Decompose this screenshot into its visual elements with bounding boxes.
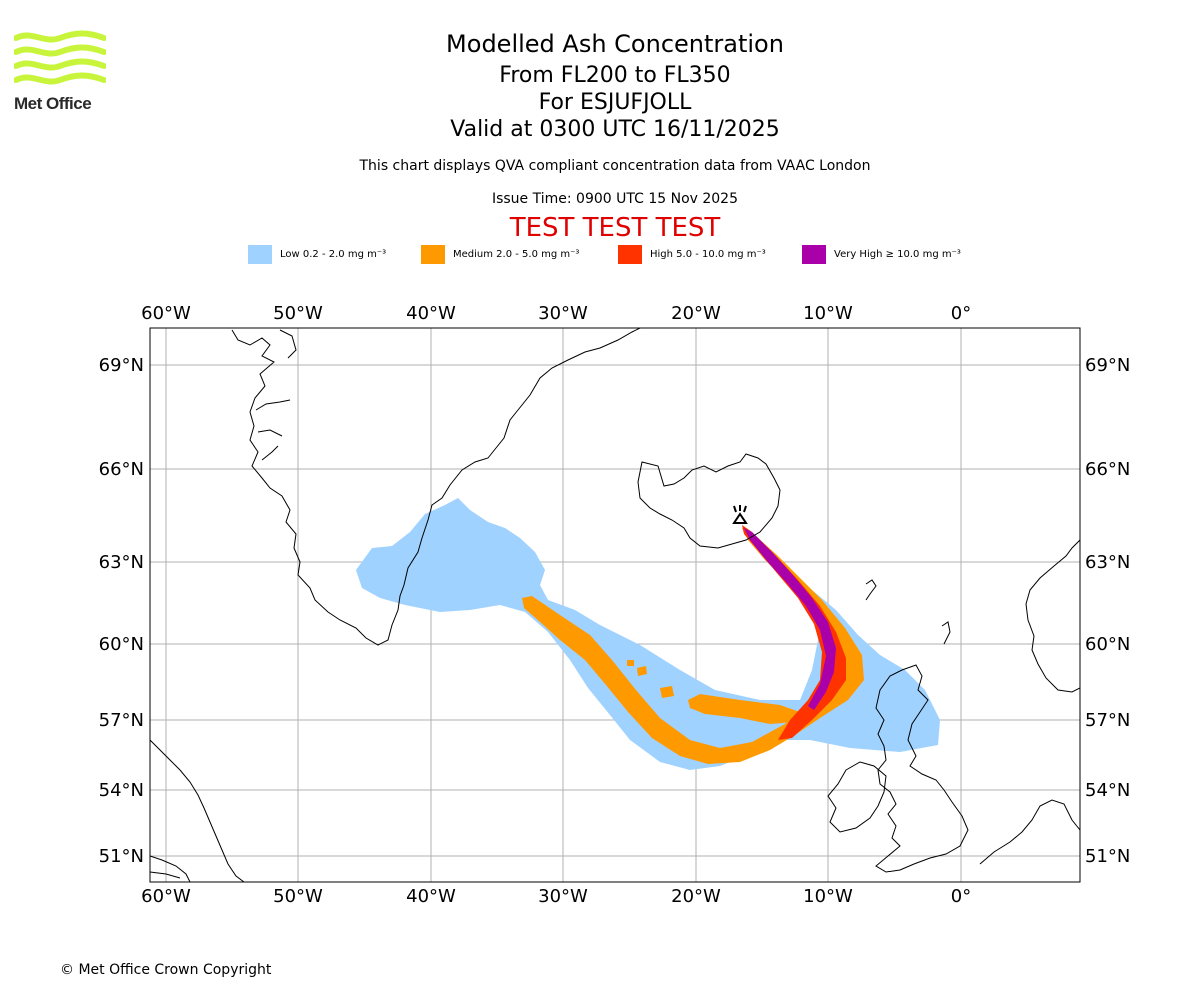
qva-note: This chart displays QVA compliant concen… [359, 158, 871, 174]
lon-label: 60°W [141, 886, 191, 907]
flight-level-range: From FL200 to FL350 [499, 63, 731, 88]
gridlines [150, 328, 1080, 882]
lon-labels-top: 60°W 50°W 40°W 30°W 20°W 10°W 0° [141, 303, 971, 324]
copyright: © Met Office Crown Copyright [60, 962, 272, 978]
lat-label: 54°N [99, 780, 144, 801]
ash-medium [522, 528, 864, 764]
lat-label: 69°N [1085, 355, 1130, 376]
lat-label: 54°N [1085, 780, 1130, 801]
lon-label: 50°W [273, 886, 323, 907]
lon-label: 0° [951, 303, 971, 324]
lon-label: 40°W [406, 886, 456, 907]
lon-labels-bottom: 60°W 50°W 40°W 30°W 20°W 10°W 0° [141, 886, 971, 907]
valid-time: Valid at 0300 UTC 16/11/2025 [450, 117, 780, 142]
lat-label: 66°N [99, 459, 144, 480]
legend-label-high: High 5.0 - 10.0 mg m⁻³ [650, 248, 766, 260]
test-banner: TEST TEST TEST [509, 213, 721, 243]
lon-label: 0° [951, 886, 971, 907]
lon-label: 40°W [406, 303, 456, 324]
legend-swatch-very-high [802, 244, 826, 264]
lat-label: 51°N [99, 846, 144, 867]
legend-item-high: High 5.0 - 10.0 mg m⁻³ [618, 244, 766, 264]
ash-low [356, 498, 940, 770]
issue-time: Issue Time: 0900 UTC 15 Nov 2025 [491, 191, 739, 207]
coastlines [150, 328, 1080, 882]
legend-item-low: Low 0.2 - 2.0 mg m⁻³ [248, 244, 386, 264]
lat-label: 66°N [1085, 459, 1130, 480]
lat-label: 63°N [99, 552, 144, 573]
volcano-icon [732, 505, 748, 524]
lon-label: 30°W [538, 303, 588, 324]
lat-label: 69°N [99, 355, 144, 376]
lat-label: 57°N [99, 710, 144, 731]
lon-label: 20°W [671, 303, 721, 324]
lon-label: 10°W [803, 303, 853, 324]
chart-title: Modelled Ash Concentration [446, 30, 784, 58]
ash-very-high [744, 528, 836, 710]
lat-label: 51°N [1085, 846, 1130, 867]
lat-labels-right: 69°N 66°N 63°N 60°N 57°N 54°N 51°N [1085, 355, 1130, 867]
legend-item-very-high: Very High ≥ 10.0 mg m⁻³ [802, 244, 961, 264]
met-office-logo: Met Office [13, 30, 109, 113]
legend-label-very-high: Very High ≥ 10.0 mg m⁻³ [834, 248, 961, 260]
lat-label: 60°N [99, 634, 144, 655]
lon-label: 20°W [671, 886, 721, 907]
legend-swatch-medium [421, 244, 445, 264]
legend-label-medium: Medium 2.0 - 5.0 mg m⁻³ [453, 248, 580, 260]
legend-swatch-low [248, 244, 272, 264]
legend-label-low: Low 0.2 - 2.0 mg m⁻³ [280, 248, 387, 260]
logo-text: Met Office [14, 94, 92, 113]
lon-label: 50°W [273, 303, 323, 324]
lon-label: 60°W [141, 303, 191, 324]
logo-waves-icon [13, 30, 107, 85]
lat-label: 63°N [1085, 552, 1130, 573]
lat-labels-left: 69°N 66°N 63°N 60°N 57°N 54°N 51°N [99, 355, 144, 867]
lon-label: 30°W [538, 886, 588, 907]
lat-label: 60°N [1085, 634, 1130, 655]
legend-item-medium: Medium 2.0 - 5.0 mg m⁻³ [421, 244, 579, 264]
map-frame [149, 327, 1081, 883]
lon-label: 10°W [803, 886, 853, 907]
legend-swatch-high [618, 244, 642, 264]
lat-label: 57°N [1085, 710, 1130, 731]
volcano-name: For ESJUFJOLL [538, 90, 692, 115]
